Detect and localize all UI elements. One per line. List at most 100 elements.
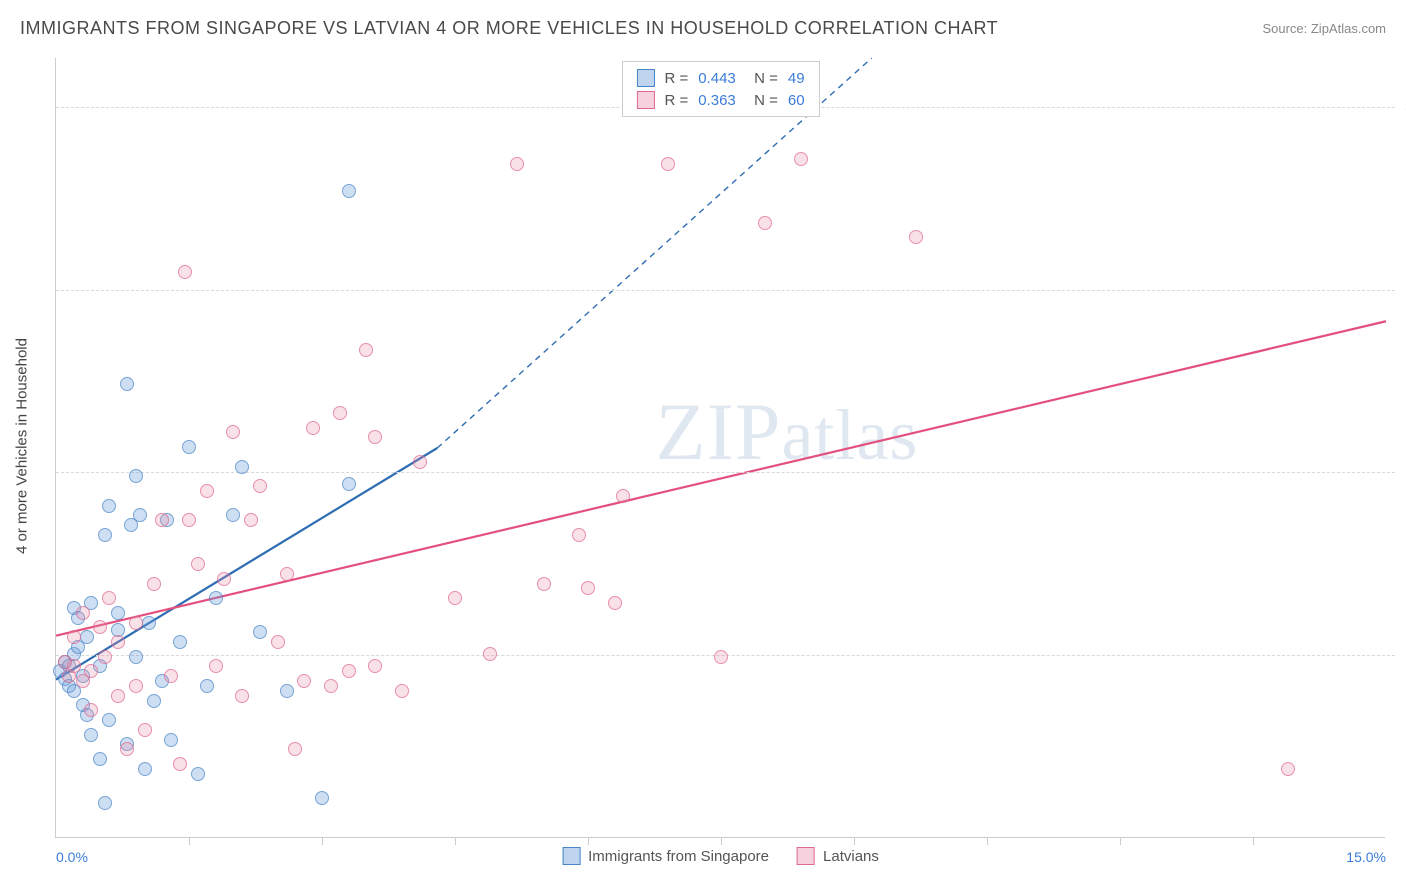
legend-stats-row: R = 0.363 N = 60 xyxy=(636,89,804,111)
x-tick-label: 0.0% xyxy=(56,849,88,865)
data-point xyxy=(111,606,125,620)
y-tick-label: 22.5% xyxy=(1390,282,1406,298)
legend-item: Immigrants from Singapore xyxy=(562,847,769,865)
stat-label: N = xyxy=(746,70,778,87)
data-point xyxy=(200,484,214,498)
gridline-h xyxy=(56,290,1395,291)
data-point xyxy=(111,635,125,649)
data-point xyxy=(288,742,302,756)
data-point xyxy=(226,508,240,522)
x-tick-label: 15.0% xyxy=(1346,849,1386,865)
data-point xyxy=(76,606,90,620)
swatch-pink-icon xyxy=(636,91,654,109)
trend-lines xyxy=(56,58,1385,837)
data-point xyxy=(315,791,329,805)
data-point xyxy=(67,659,81,673)
data-point xyxy=(84,703,98,717)
y-tick-label: 7.5% xyxy=(1390,647,1406,663)
data-point xyxy=(359,343,373,357)
data-point xyxy=(133,508,147,522)
stat-n-blue: 49 xyxy=(788,70,805,87)
data-point xyxy=(758,216,772,230)
data-point xyxy=(324,679,338,693)
data-point xyxy=(182,513,196,527)
data-point xyxy=(217,572,231,586)
data-point xyxy=(102,499,116,513)
data-point xyxy=(253,479,267,493)
data-point xyxy=(138,723,152,737)
data-point xyxy=(98,650,112,664)
data-point xyxy=(129,679,143,693)
legend-stats: R = 0.443 N = 49 R = 0.363 N = 60 xyxy=(621,61,819,117)
x-tick xyxy=(987,837,988,845)
y-tick-label: 15.0% xyxy=(1390,464,1406,480)
source-label: Source: ZipAtlas.com xyxy=(1262,21,1386,36)
data-point xyxy=(178,265,192,279)
data-point xyxy=(111,689,125,703)
data-point xyxy=(794,152,808,166)
data-point xyxy=(209,659,223,673)
data-point xyxy=(413,455,427,469)
swatch-pink-icon xyxy=(797,847,815,865)
legend-bottom: Immigrants from Singapore Latvians xyxy=(562,847,879,865)
data-point xyxy=(909,230,923,244)
stat-label: N = xyxy=(746,92,778,109)
data-point xyxy=(342,184,356,198)
data-point xyxy=(120,377,134,391)
x-tick xyxy=(455,837,456,845)
data-point xyxy=(102,591,116,605)
data-point xyxy=(173,757,187,771)
stat-r-pink: 0.363 xyxy=(698,92,736,109)
data-point xyxy=(395,684,409,698)
data-point xyxy=(147,694,161,708)
data-point xyxy=(200,679,214,693)
data-point xyxy=(448,591,462,605)
data-point xyxy=(581,581,595,595)
data-point xyxy=(253,625,267,639)
data-point xyxy=(129,650,143,664)
data-point xyxy=(191,767,205,781)
data-point xyxy=(98,796,112,810)
data-point xyxy=(129,469,143,483)
legend-label: Latvians xyxy=(823,848,879,865)
data-point xyxy=(661,157,675,171)
data-point xyxy=(209,591,223,605)
stat-r-blue: 0.443 xyxy=(698,70,736,87)
x-tick xyxy=(854,837,855,845)
data-point xyxy=(191,557,205,571)
data-point xyxy=(164,669,178,683)
data-point xyxy=(173,635,187,649)
data-point xyxy=(368,430,382,444)
data-point xyxy=(280,567,294,581)
data-point xyxy=(98,528,112,542)
data-point xyxy=(306,421,320,435)
y-tick-label: 30.0% xyxy=(1390,99,1406,115)
legend-stats-row: R = 0.443 N = 49 xyxy=(636,67,804,89)
data-point xyxy=(84,728,98,742)
stat-label: R = xyxy=(664,92,688,109)
data-point xyxy=(342,664,356,678)
data-point xyxy=(483,647,497,661)
data-point xyxy=(271,635,285,649)
data-point xyxy=(510,157,524,171)
chart-title: IMMIGRANTS FROM SINGAPORE VS LATVIAN 4 O… xyxy=(20,18,998,39)
x-tick xyxy=(721,837,722,845)
data-point xyxy=(235,460,249,474)
data-point xyxy=(138,762,152,776)
data-point xyxy=(616,489,630,503)
gridline-h xyxy=(56,472,1395,473)
data-point xyxy=(142,616,156,630)
stat-n-pink: 60 xyxy=(788,92,805,109)
data-point xyxy=(297,674,311,688)
data-point xyxy=(102,713,116,727)
x-tick xyxy=(1120,837,1121,845)
data-point xyxy=(155,513,169,527)
legend-item: Latvians xyxy=(797,847,879,865)
x-tick xyxy=(322,837,323,845)
data-point xyxy=(333,406,347,420)
data-point xyxy=(93,620,107,634)
data-point xyxy=(342,477,356,491)
x-tick xyxy=(189,837,190,845)
data-point xyxy=(235,689,249,703)
x-tick xyxy=(1253,837,1254,845)
